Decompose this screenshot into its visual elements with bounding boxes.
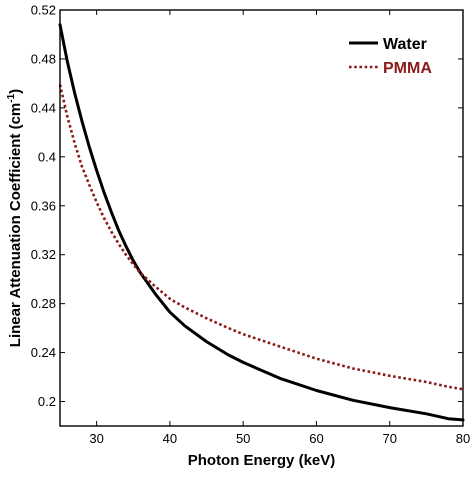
y-tick-label: 0.48 xyxy=(31,51,56,66)
x-tick-label: 80 xyxy=(456,431,470,446)
y-tick-label: 0.44 xyxy=(31,100,56,115)
plot-frame xyxy=(59,9,464,427)
x-tick-label: 60 xyxy=(309,431,323,446)
y-tick-label: 0.36 xyxy=(31,198,56,213)
y-tick-label: 0.4 xyxy=(38,149,56,164)
legend: Water PMMA xyxy=(349,36,432,77)
x-tick-label: 30 xyxy=(89,431,103,446)
x-axis-label: Photon Energy (keV) xyxy=(188,452,336,469)
ticks-layer: 30 40 50 60 70 80 0.2 0.24 0.28 0.32 0.36 0.4 0.44 0.… xyxy=(31,3,471,447)
y-tick-label: 0.32 xyxy=(31,247,56,262)
plot-layer xyxy=(58,23,465,422)
x-tick-label: 50 xyxy=(236,431,250,446)
y-tick-label: 0.28 xyxy=(31,296,56,311)
y-tick-label: 0.52 xyxy=(31,3,56,18)
x-tick-label: 70 xyxy=(382,431,396,446)
legend-label-water: Water xyxy=(383,36,427,53)
y-axis-label-main: Linear Attenuation Coefficient (cm xyxy=(7,103,24,347)
y-axis-label: Linear Attenuation Coefficient (cm-1) xyxy=(6,89,24,347)
y-tick-label: 0.2 xyxy=(38,394,56,409)
series-line-water xyxy=(58,23,465,422)
y-tick-label: 0.24 xyxy=(31,345,56,360)
legend-label-pmma: PMMA xyxy=(383,60,432,77)
series-line-pmma xyxy=(58,84,464,391)
x-tick-label: 40 xyxy=(163,431,177,446)
y-axis-label-superscript: -1 xyxy=(6,93,17,102)
y-axis-label-close: ) xyxy=(7,89,24,94)
